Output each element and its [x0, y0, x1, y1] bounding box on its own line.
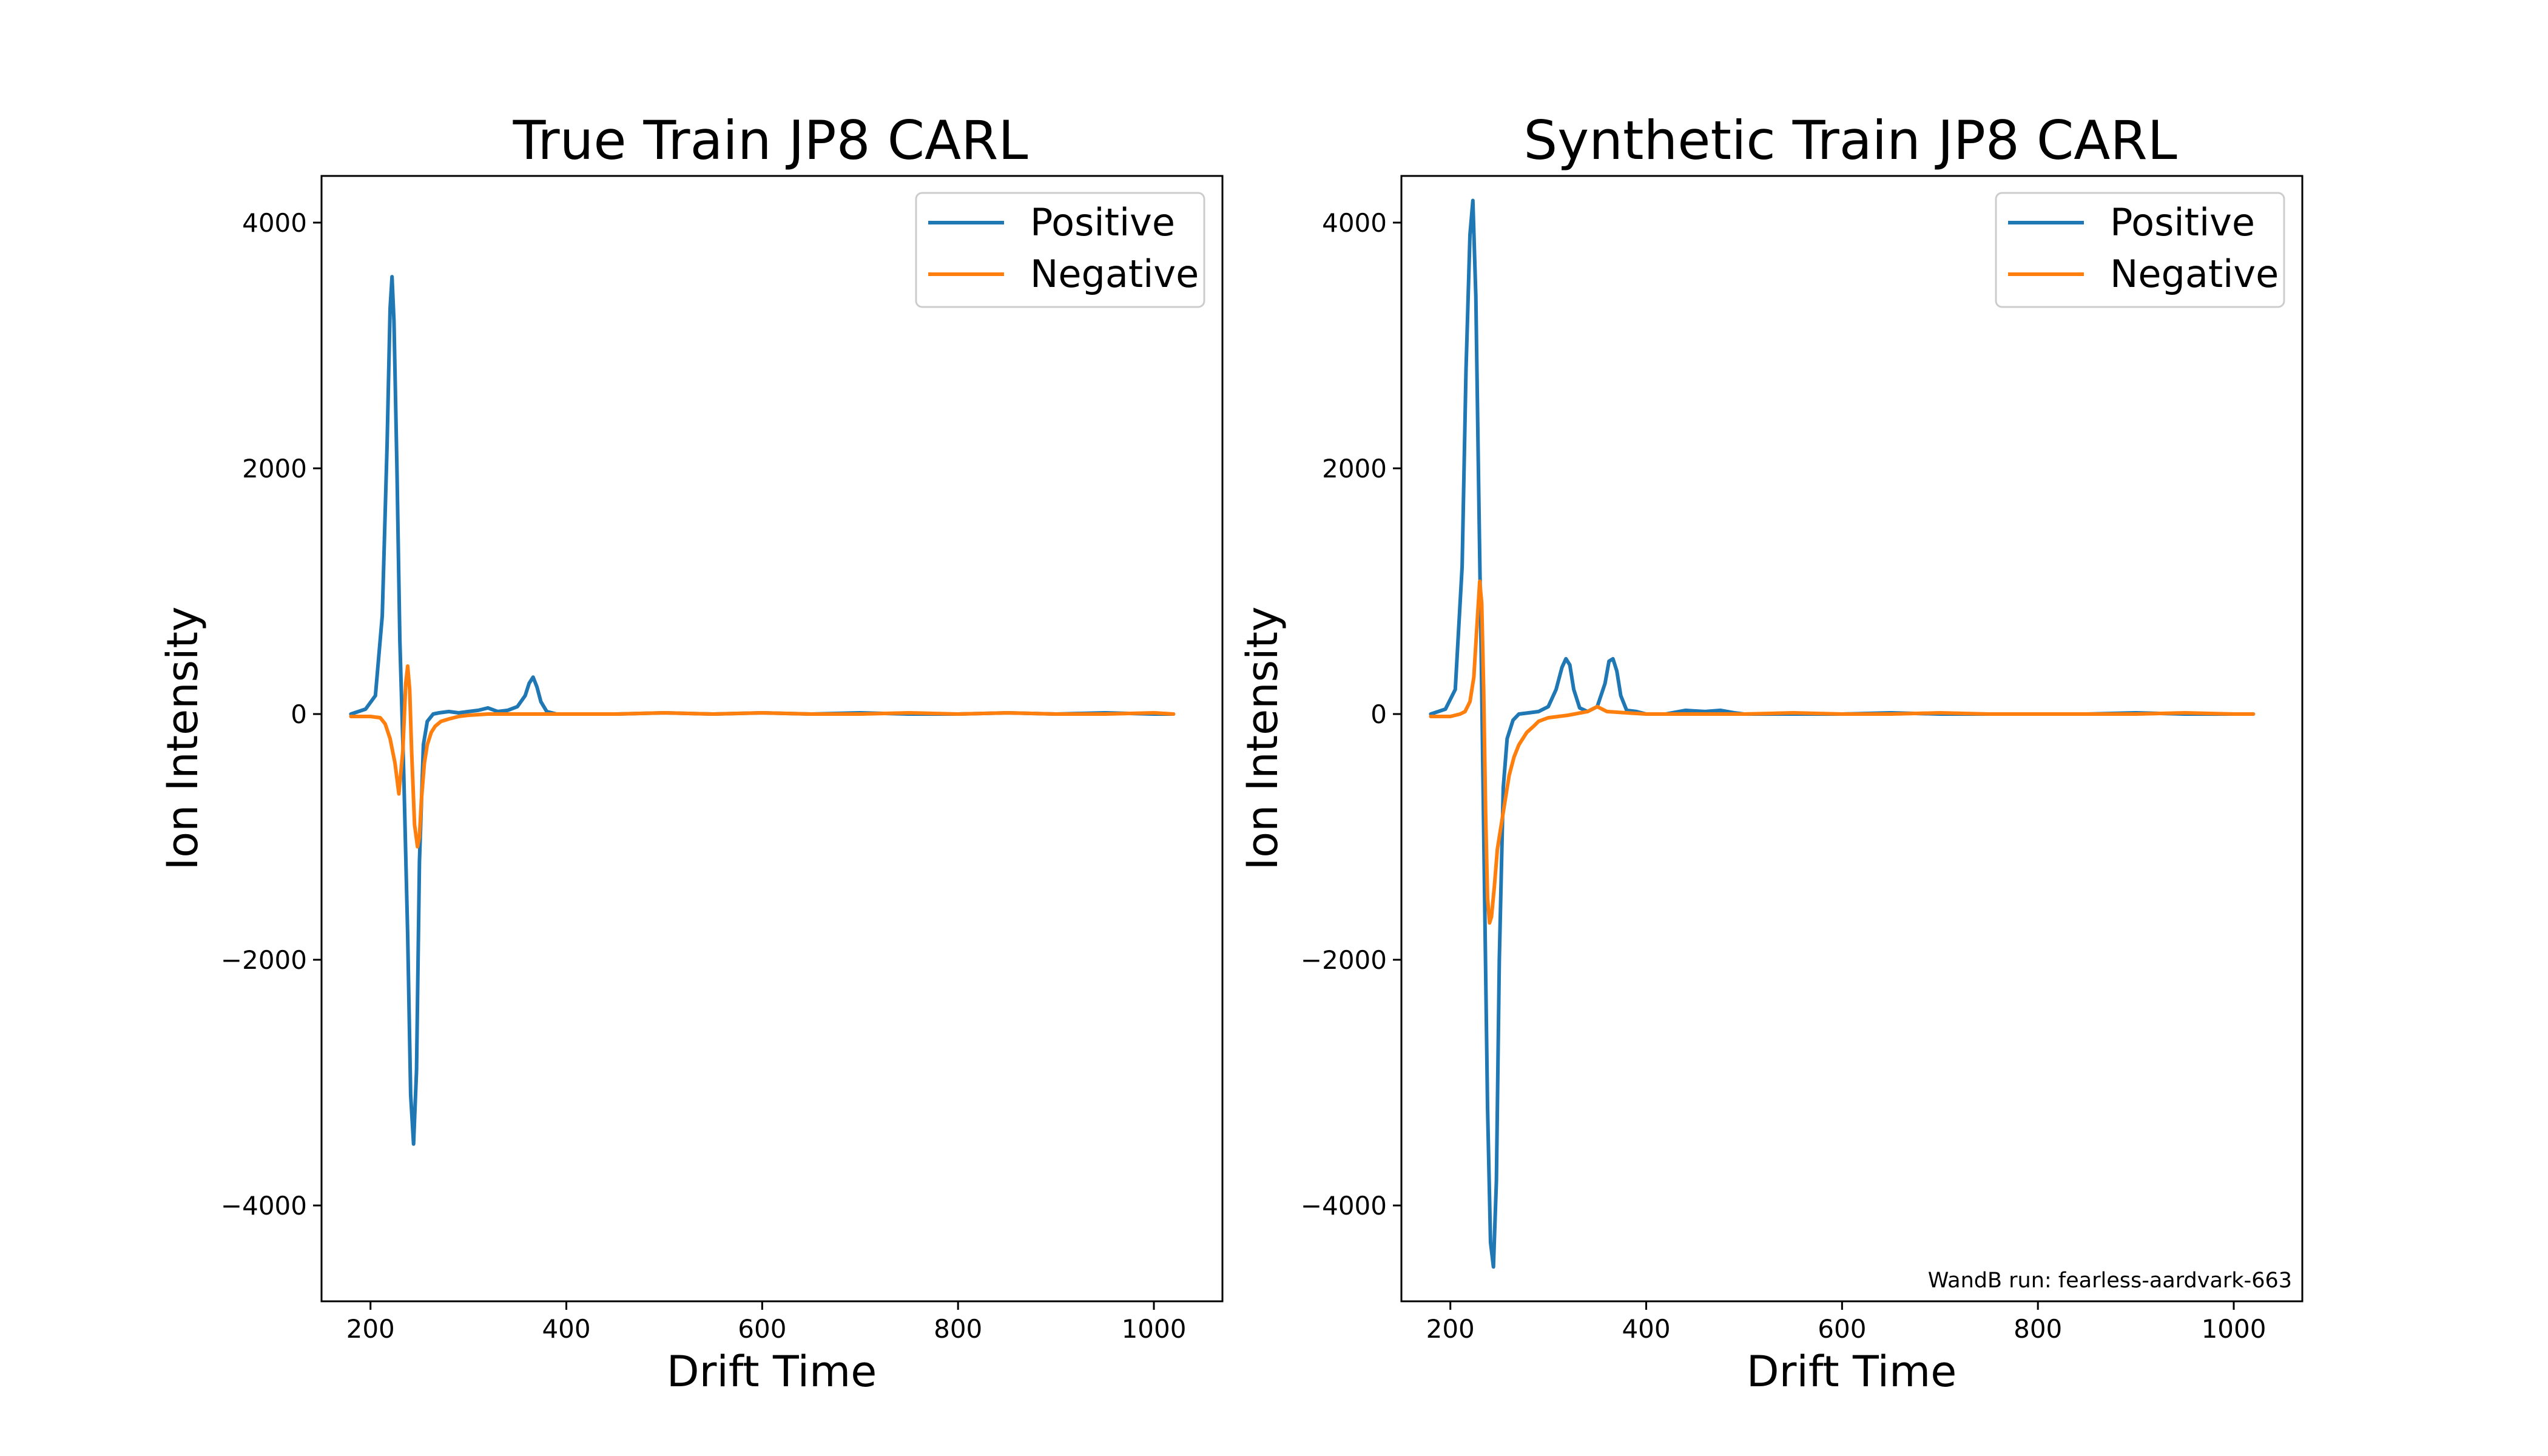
y-tick-label: 0 [291, 699, 307, 729]
right-subplot: Synthetic Train JP8 CARL 200 400 600 800 100… [1238, 109, 2304, 1397]
y-tick-label: 0 [1370, 699, 1387, 729]
x-tick-label: 1000 [1122, 1314, 1187, 1344]
chart-title: Synthetic Train JP8 CARL [1523, 109, 2177, 172]
legend-label-positive: Positive [2110, 200, 2255, 244]
x-tick-label: 600 [1818, 1314, 1866, 1344]
legend-label-negative: Negative [2110, 252, 2279, 296]
plot-frame [320, 175, 1224, 1303]
legend: Positive Negative [915, 192, 1205, 308]
x-axis-label: Drift Time [1747, 1347, 1957, 1397]
chart-title: True Train JP8 CARL [513, 109, 1028, 172]
series-line-negative [1429, 579, 2256, 925]
x-tick-label: 600 [738, 1314, 786, 1344]
tick-layer: 200 400 600 800 1000 4000 2000 0 −2000 −4000 [1301, 208, 2267, 1344]
y-tick-label: −4000 [1301, 1191, 1387, 1221]
x-tick-label: 1000 [2202, 1314, 2267, 1344]
left-subplot: True Train JP8 CARL 200 400 600 800 1000 4000… [158, 109, 1224, 1397]
x-tick-label: 800 [934, 1314, 982, 1344]
x-tick-label: 800 [2014, 1314, 2062, 1344]
y-axis-label: Ion Intensity [158, 607, 207, 871]
legend: Positive Negative [1995, 192, 2285, 308]
y-tick-label: −4000 [221, 1191, 307, 1221]
legend-label-negative: Negative [1030, 252, 1199, 296]
run-annotation: WandB run: fearless-aardvark-663 [1928, 1269, 2292, 1293]
plot-frame [1400, 175, 2304, 1303]
x-tick-label: 400 [542, 1314, 590, 1344]
tick-layer: 200 400 600 800 1000 4000 2000 0 −2000 −4000 [221, 208, 1187, 1344]
y-tick-label: −2000 [221, 945, 307, 975]
line-layer [349, 275, 1176, 1146]
y-tick-label: 4000 [1322, 208, 1387, 238]
y-tick-label: 2000 [242, 454, 307, 484]
series-line-negative [349, 664, 1176, 849]
y-axis-label: Ion Intensity [1238, 607, 1287, 871]
y-tick-label: 2000 [1322, 454, 1387, 484]
y-tick-label: 4000 [242, 208, 307, 238]
line-layer [1429, 198, 2256, 1269]
y-tick-label: −2000 [1301, 945, 1387, 975]
x-tick-label: 200 [1426, 1314, 1475, 1344]
x-tick-label: 400 [1622, 1314, 1670, 1344]
legend-label-positive: Positive [1030, 200, 1175, 244]
x-axis-label: Drift Time [667, 1347, 877, 1397]
x-tick-label: 200 [346, 1314, 395, 1344]
